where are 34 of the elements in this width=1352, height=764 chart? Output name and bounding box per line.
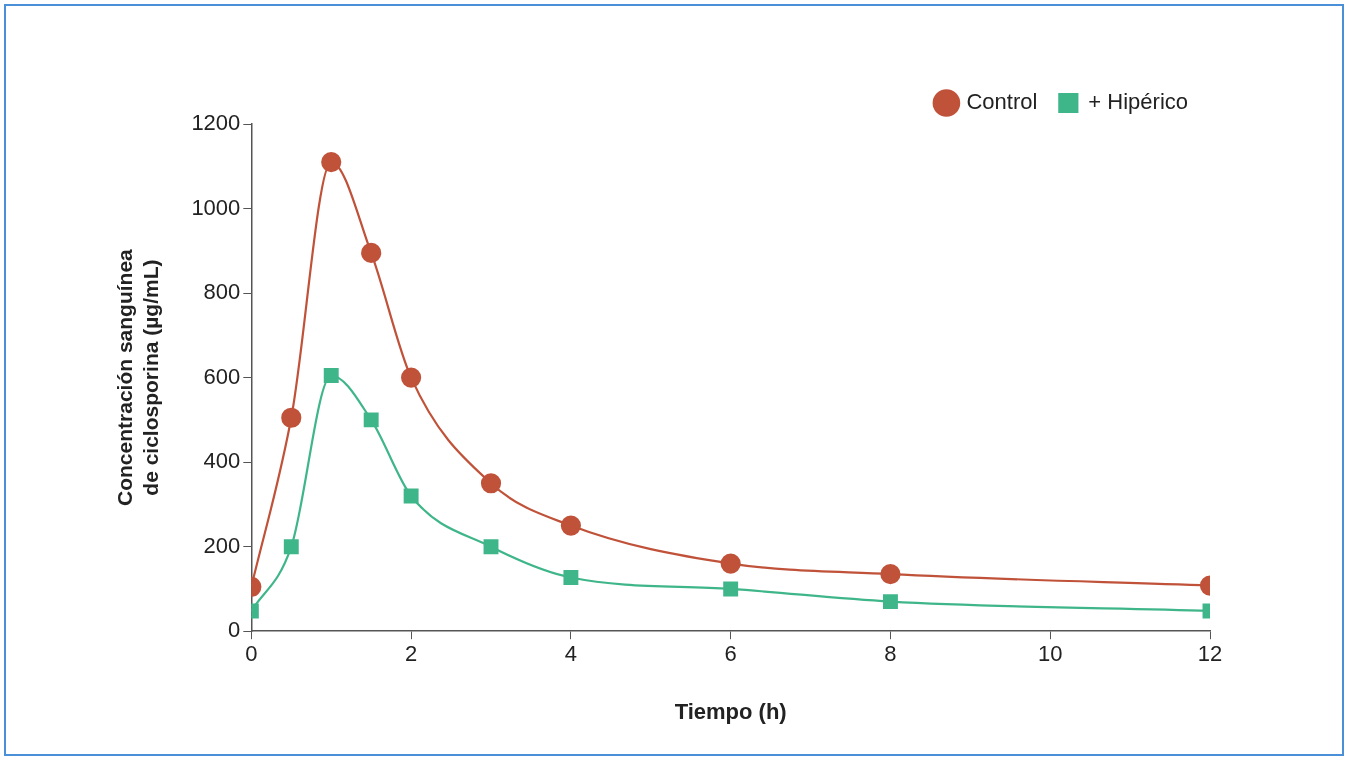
- point: [363, 412, 379, 428]
- x-tick-label: 2: [404, 641, 418, 667]
- y-tick-label: 1000: [191, 194, 241, 220]
- point: [483, 539, 499, 555]
- point: [723, 581, 739, 597]
- legend-label: Control: [966, 89, 1038, 115]
- point: [361, 242, 382, 264]
- point: [323, 368, 339, 383]
- y-tick-label: 1200: [191, 110, 241, 136]
- point: [882, 594, 898, 610]
- x-tick-label: 0: [245, 641, 258, 667]
- point: [403, 488, 419, 504]
- x-tick-label: 4: [564, 641, 578, 667]
- point: [281, 407, 302, 428]
- point: [401, 367, 422, 388]
- point: [560, 515, 581, 536]
- point: [563, 570, 579, 585]
- y-tick-label: 800: [203, 279, 241, 305]
- x-tick-label: 12: [1197, 641, 1223, 667]
- y-tick-label: 400: [203, 448, 241, 474]
- point: [480, 473, 502, 494]
- point: [283, 539, 299, 555]
- y-tick-label: 600: [203, 363, 241, 389]
- y-tick-label: 200: [203, 532, 241, 558]
- x-tick-label: 10: [1037, 641, 1063, 667]
- point: [720, 553, 741, 574]
- point: [321, 151, 342, 173]
- y-tick-label: 0: [228, 617, 241, 643]
- legend-label: + Hipérico: [1088, 89, 1188, 115]
- x-axis-title: Tiempo (h): [674, 698, 787, 724]
- point: [880, 564, 901, 585]
- x-tick-label: 6: [724, 641, 737, 667]
- x-tick-label: 8: [884, 641, 897, 667]
- y-axis-title: Concentración sanguínea de ciclosporina (µg/mL): [113, 248, 162, 506]
